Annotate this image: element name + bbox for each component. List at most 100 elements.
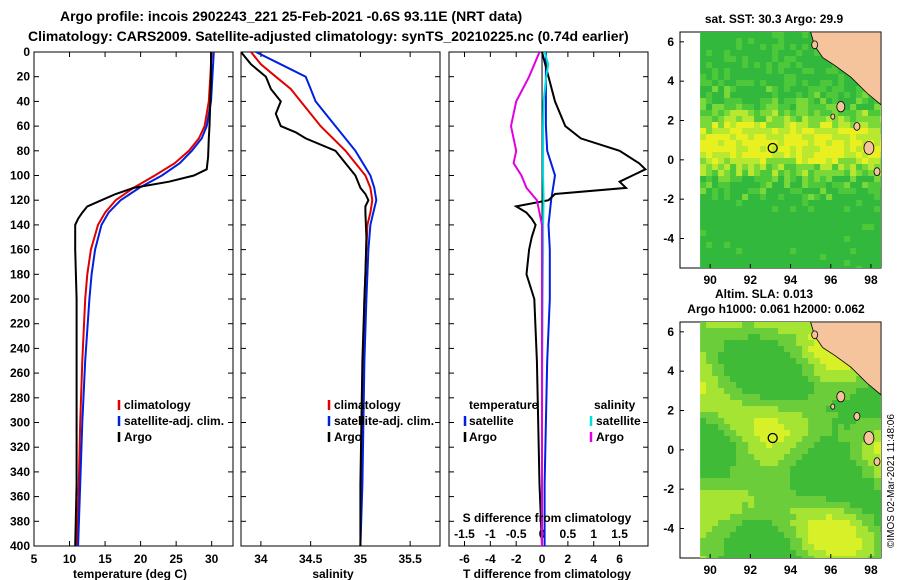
sla-field-cell — [808, 496, 815, 503]
sst-field-cell — [748, 38, 755, 45]
sla-field-cell — [826, 436, 833, 443]
sla-field-cell — [712, 538, 719, 545]
sst-field-cell — [760, 182, 767, 189]
sla-field-cell — [802, 430, 809, 437]
sst-field-cell — [790, 164, 797, 171]
sla-field-cell — [724, 436, 731, 443]
sla-field-cell — [850, 424, 857, 431]
sst-field-cell — [712, 56, 719, 63]
sst-field-cell — [712, 164, 719, 171]
sla-field-cell — [826, 430, 833, 437]
sla-field-cell — [862, 412, 869, 419]
sst-field-cell — [820, 116, 827, 123]
sst-field-cell — [778, 200, 785, 207]
sst-field-cell — [814, 62, 821, 69]
sst-field-cell — [706, 248, 713, 255]
sla-field-cell — [772, 496, 779, 503]
sst-field-cell — [796, 128, 803, 135]
sla-field-cell — [754, 322, 761, 329]
sla-field-cell — [718, 388, 725, 395]
sla-field-cell — [802, 442, 809, 449]
sla-field-cell — [718, 478, 725, 485]
sst-field-cell — [880, 200, 881, 207]
sst-field-cell — [730, 170, 737, 177]
sst-field-cell — [844, 212, 851, 219]
sla-field-cell — [748, 544, 755, 551]
sla-field-cell — [868, 424, 875, 431]
sla-field-cell — [874, 490, 881, 497]
title-line-2: Climatology: CARS2009. Satellite-adjuste… — [28, 28, 629, 44]
sla-field-cell — [706, 334, 713, 341]
sst-field-cell — [826, 230, 833, 237]
sla-field-cell — [700, 496, 707, 503]
sst-field-cell — [712, 44, 719, 51]
sla-field-cell — [778, 514, 785, 521]
sst-field-cell — [736, 104, 743, 111]
top-tick-label: -0.5 — [506, 527, 527, 541]
sst-field-cell — [814, 74, 821, 81]
sst-field-cell — [826, 236, 833, 243]
sla-field-cell — [856, 472, 863, 479]
sla-field-cell — [742, 358, 749, 365]
sst-field-cell — [748, 104, 755, 111]
sla-field-cell — [796, 406, 803, 413]
sst-field-cell — [742, 230, 749, 237]
sst-field-cell — [814, 266, 821, 268]
sst-field-cell — [778, 56, 785, 63]
sst-field-cell — [850, 128, 857, 135]
sst-field-cell — [880, 218, 881, 225]
sst-field-cell — [730, 140, 737, 147]
sla-field-cell — [700, 346, 707, 353]
sst-field-cell — [718, 134, 725, 141]
sst-field-cell — [790, 80, 797, 87]
sst-field-cell — [772, 92, 779, 99]
sla-field-cell — [772, 352, 779, 359]
sla-field-cell — [862, 448, 869, 455]
sla-field-cell — [718, 370, 725, 377]
sla-field-cell — [706, 544, 713, 551]
sst-field-cell — [850, 230, 857, 237]
sla-field-cell — [736, 394, 743, 401]
sst-field-cell — [862, 134, 869, 141]
sla-field-cell — [700, 448, 707, 455]
sla-field-cell — [736, 334, 743, 341]
sst-field-cell — [742, 74, 749, 81]
sla-field-cell — [850, 412, 857, 419]
sla-field-cell — [772, 460, 779, 467]
sla-field-cell — [796, 436, 803, 443]
sla-field-cell — [760, 496, 767, 503]
sla-field-cell — [856, 448, 863, 455]
sla-field-cell — [730, 406, 737, 413]
sla-field-cell — [700, 526, 707, 533]
sst-field-cell — [700, 38, 707, 45]
sla-field-cell — [718, 520, 725, 527]
sst-field-cell — [826, 68, 833, 75]
sla-field-cell — [796, 556, 803, 558]
sst-field-cell — [700, 212, 707, 219]
sla-field-cell — [778, 550, 785, 557]
sst-field-cell — [874, 248, 881, 255]
sla-field-cell — [880, 490, 881, 497]
sla-field-cell — [736, 328, 743, 335]
sla-field-cell — [814, 364, 821, 371]
sst-field-cell — [712, 68, 719, 75]
sst-field-cell — [748, 86, 755, 93]
sla-field-cell — [784, 484, 791, 491]
sla-field-cell — [766, 436, 773, 443]
sst-field-cell — [784, 260, 791, 267]
sla-field-cell — [760, 328, 767, 335]
sst-field-cell — [814, 236, 821, 243]
sla-field-cell — [712, 346, 719, 353]
sla-field-cell — [832, 508, 839, 515]
sst-field-cell — [730, 134, 737, 141]
sst-field-cell — [856, 152, 863, 159]
sst-field-cell — [820, 224, 827, 231]
sla-field-cell — [754, 532, 761, 539]
sst-field-cell — [730, 38, 737, 45]
sst-field-cell — [778, 32, 785, 39]
sla-field-cell — [754, 418, 761, 425]
sla-field-cell — [706, 370, 713, 377]
sla-field-cell — [826, 538, 833, 545]
sst-field-cell — [808, 158, 815, 165]
sst-field-cell — [736, 224, 743, 231]
